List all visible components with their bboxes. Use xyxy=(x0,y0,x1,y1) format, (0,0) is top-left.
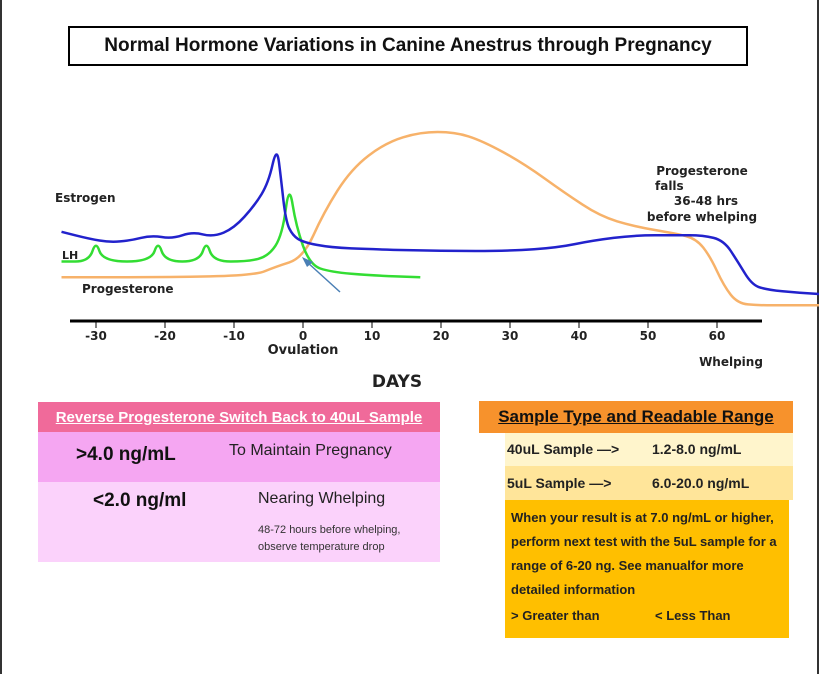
maintain-value: >4.0 ng/mL xyxy=(76,444,176,465)
sample-note-text: When your result is at 7.0 ng/mL or high… xyxy=(511,510,777,597)
x-tick-label: 10 xyxy=(364,329,381,343)
sample-40ul-range: 1.2-8.0 ng/mL xyxy=(652,441,742,457)
right-panel-header: Sample Type and Readable Range xyxy=(479,401,793,433)
x-tick-label: 0 xyxy=(299,329,307,343)
sample-5ul-range: 6.0-20.0 ng/mL xyxy=(652,475,750,491)
progesterone-falls-line4: before whelping xyxy=(647,210,757,224)
series-line-lh xyxy=(61,193,421,279)
x-tick-label: 30 xyxy=(502,329,519,343)
hormone-chart: -30 -20 -10 0 10 20 30 40 50 60 Estrogen LH Proge… xyxy=(55,130,819,392)
whelping-label: Whelping xyxy=(699,355,763,369)
left-panel-row-maintain: >4.0 ng/mL To Maintain Pregnancy xyxy=(38,432,440,482)
left-panel-header: Reverse Progesterone Switch Back to 40uL… xyxy=(38,402,440,432)
progesterone-falls-line2: falls xyxy=(655,179,684,193)
left-panel-row-whelping: <2.0 ng/ml Nearing Whelping 48-72 hours … xyxy=(38,482,440,562)
progesterone-falls-line3: 36-48 hrs xyxy=(674,194,738,208)
progesterone-label: Progesterone xyxy=(82,282,174,296)
tick-layer: -30 -20 -10 0 10 20 30 40 50 60 xyxy=(85,321,725,343)
whelping-note-line2: observe temperature drop xyxy=(258,541,385,553)
sample-5ul-row: 5uL Sample —> 6.0-20.0 ng/mL xyxy=(505,466,793,500)
x-axis-title: DAYS xyxy=(372,372,422,392)
sample-5ul-label: 5uL Sample —> xyxy=(507,475,612,491)
frame-right-border xyxy=(817,0,819,674)
sample-note-box: When your result is at 7.0 ng/mL or high… xyxy=(505,500,789,638)
sample-40ul-label: 40uL Sample —> xyxy=(507,441,620,457)
x-tick-label: 40 xyxy=(571,329,588,343)
whelping-note-line1: 48-72 hours before whelping, xyxy=(258,524,401,536)
legend-greater-than: > Greater than xyxy=(511,608,600,623)
x-tick-label: -10 xyxy=(223,329,245,343)
x-tick-label: -20 xyxy=(154,329,176,343)
lh-label: LH xyxy=(62,249,78,262)
sample-40ul-row: 40uL Sample —> 1.2-8.0 ng/mL xyxy=(505,433,793,466)
x-tick-label: 20 xyxy=(433,329,450,343)
x-tick-label: -30 xyxy=(85,329,107,343)
maintain-desc: To Maintain Pregnancy xyxy=(229,442,392,459)
ovulation-label: Ovulation xyxy=(268,343,339,358)
series-layer xyxy=(61,130,819,307)
x-tick-label: 50 xyxy=(640,329,657,343)
ovulation-arrow xyxy=(302,257,341,293)
whelping-desc: Nearing Whelping xyxy=(258,490,386,507)
x-tick-label: 60 xyxy=(709,329,726,343)
estrogen-label: Estrogen xyxy=(55,191,116,205)
frame-left-border xyxy=(0,0,2,674)
legend-less-than: < Less Than xyxy=(655,608,731,623)
series-line-estrogen xyxy=(61,153,819,296)
chart-title: Normal Hormone Variations in Canine Anes… xyxy=(68,26,748,66)
series-line-progesterone xyxy=(61,130,819,307)
whelping-value: <2.0 ng/ml xyxy=(93,490,187,511)
progesterone-falls-line1: Progesterone xyxy=(656,164,748,178)
